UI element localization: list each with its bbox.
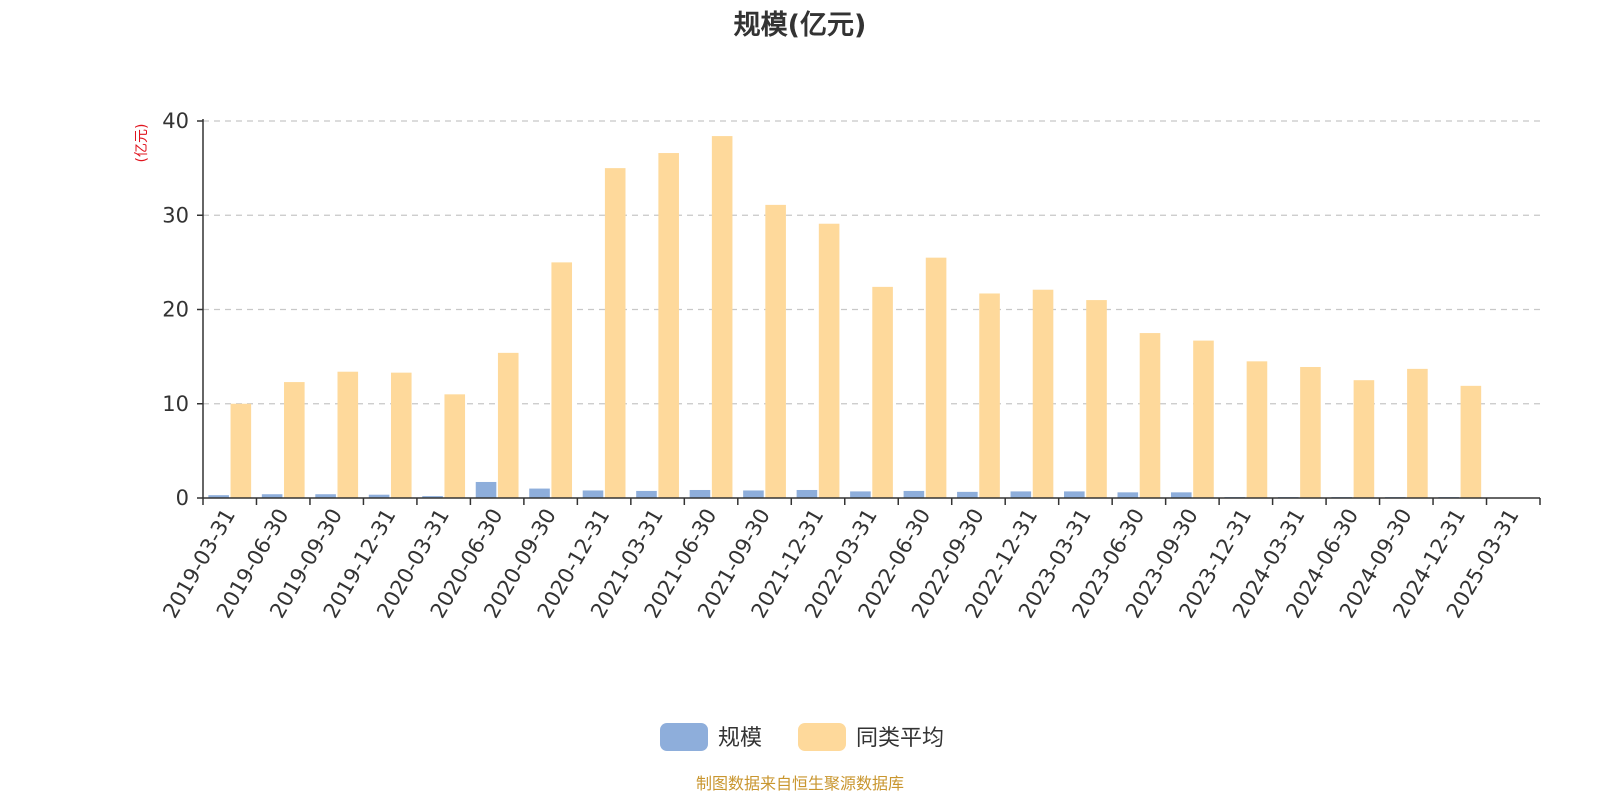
bar-peer-average[interactable] <box>979 293 1000 498</box>
bar-peer-average[interactable] <box>390 372 412 498</box>
bar-scale[interactable] <box>529 488 550 498</box>
bar-scale[interactable] <box>422 496 443 498</box>
gridlines <box>203 120 1540 405</box>
bar-peer-average[interactable] <box>497 352 519 498</box>
bar-peer-average[interactable] <box>1300 366 1321 498</box>
bar-peer-average[interactable] <box>818 223 840 499</box>
bar-peer-average[interactable] <box>604 168 626 498</box>
legend-swatch <box>798 723 846 751</box>
bar-peer-average[interactable] <box>551 262 573 498</box>
y-tick-label: 0 <box>176 486 189 510</box>
bar-peer-average[interactable] <box>1086 300 1107 498</box>
bar-scale[interactable] <box>636 490 657 498</box>
bar-peer-average[interactable] <box>872 286 893 498</box>
legend-label: 规模 <box>718 726 762 751</box>
bar-scale[interactable] <box>208 495 229 498</box>
bar-peer-average[interactable] <box>658 153 679 499</box>
bar-peer-average[interactable] <box>337 371 359 498</box>
bar-peer-average[interactable] <box>1246 361 1268 498</box>
bar-scale[interactable] <box>796 489 818 498</box>
bar-peer-average[interactable] <box>230 403 252 498</box>
y-tick-label: 40 <box>162 109 189 133</box>
bar-scale[interactable] <box>689 489 711 498</box>
bar-scale[interactable] <box>368 494 390 498</box>
bar-scale[interactable] <box>1117 492 1139 498</box>
bar-scale[interactable] <box>1170 492 1192 498</box>
bar-peer-average[interactable] <box>1032 289 1054 498</box>
legend-label: 同类平均 <box>856 726 944 751</box>
bar-scale[interactable] <box>957 491 978 498</box>
y-tick-label: 30 <box>162 203 189 227</box>
y-tick-label: 10 <box>162 392 189 416</box>
bar-scale[interactable] <box>903 490 925 498</box>
legend[interactable]: 规模 同类平均 <box>660 723 944 751</box>
bar-scale[interactable] <box>743 490 764 498</box>
bar-peer-average[interactable] <box>1460 385 1482 498</box>
bars <box>208 136 1513 499</box>
chart-title: 规模(亿元) <box>734 10 867 41</box>
bar-scale[interactable] <box>582 490 604 498</box>
bar-peer-average[interactable] <box>1139 333 1161 498</box>
bar-peer-average[interactable] <box>1353 380 1375 498</box>
legend-item-scale[interactable]: 规模 <box>660 723 762 751</box>
bar-scale[interactable] <box>1010 491 1032 498</box>
bar-scale[interactable] <box>261 494 283 498</box>
bar-peer-average[interactable] <box>284 382 305 498</box>
bar-peer-average[interactable] <box>765 204 786 498</box>
legend-swatch <box>660 723 708 751</box>
bar-scale[interactable] <box>1064 491 1085 498</box>
bar-scale[interactable] <box>475 481 497 498</box>
bar-scale[interactable] <box>315 494 336 498</box>
y-tick-label: 20 <box>162 298 189 322</box>
bar-peer-average[interactable] <box>1193 340 1214 498</box>
bar-peer-average[interactable] <box>1407 368 1428 498</box>
y-axis-unit-label: (亿元) <box>134 124 150 163</box>
bar-peer-average[interactable] <box>444 394 466 498</box>
source-note: 制图数据来自恒生聚源数据库 <box>696 774 904 793</box>
legend-item-peer-average[interactable]: 同类平均 <box>798 723 944 751</box>
bar-peer-average[interactable] <box>711 136 733 498</box>
axes: 0102030402019-03-312019-06-302019-09-302… <box>158 109 1541 622</box>
bar-peer-average[interactable] <box>925 257 947 498</box>
bar-scale[interactable] <box>850 491 871 498</box>
